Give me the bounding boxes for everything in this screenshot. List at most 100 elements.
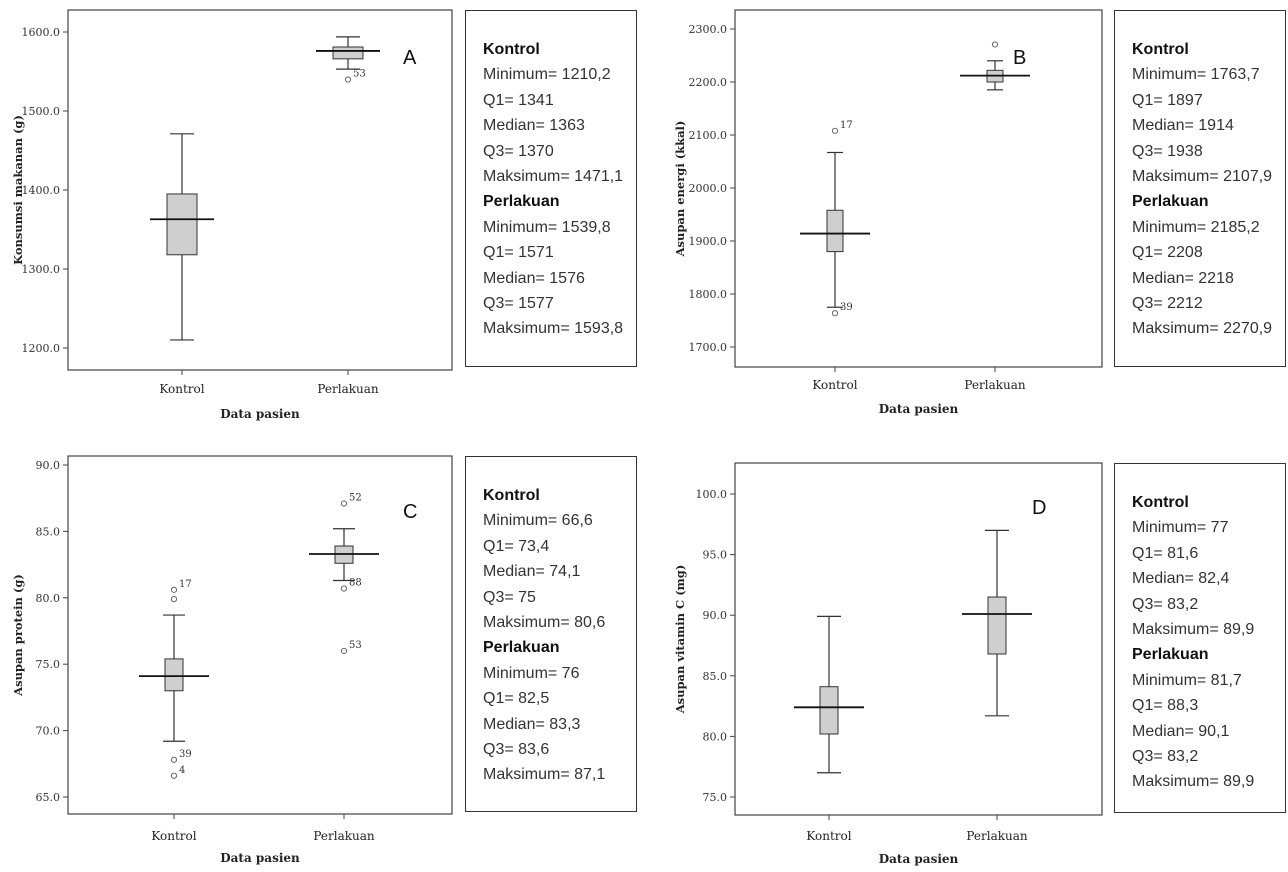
x-category-label: Kontrol bbox=[806, 829, 851, 843]
stats-line: Minimum= 81,7 bbox=[1132, 671, 1242, 689]
stats-line: Minimum= 2185,2 bbox=[1132, 218, 1260, 236]
y-tick-label: 1900.0 bbox=[689, 235, 728, 248]
stats-line: Maksimum= 87,1 bbox=[483, 766, 606, 784]
x-category-label: Perlakuan bbox=[313, 829, 375, 843]
outlier-point bbox=[340, 585, 348, 592]
stats-line: Maksimum= 89,9 bbox=[1132, 621, 1255, 639]
y-tick-label: 90.0 bbox=[703, 609, 728, 622]
y-tick-label: 70.0 bbox=[36, 725, 61, 738]
outlier-point bbox=[991, 41, 999, 48]
x-category-label: Kontrol bbox=[812, 378, 857, 392]
outlier-label: 52 bbox=[349, 493, 362, 504]
stats-line: Maksimum= 1471,1 bbox=[483, 168, 624, 186]
outlier-label: 88 bbox=[349, 578, 362, 589]
panel-letter: A bbox=[403, 47, 417, 69]
stats-box-d: Kontrol Minimum= 77 Q1= 81,6 Median= 82,4 Q3… bbox=[1114, 463, 1286, 813]
stats-line: Q1= 1341 bbox=[483, 91, 554, 109]
outlier-point bbox=[340, 647, 348, 655]
x-category-label: Perlakuan bbox=[966, 829, 1028, 843]
stats-line: Q1= 2208 bbox=[1132, 244, 1203, 262]
stats-line: Q1= 73,4 bbox=[483, 537, 550, 555]
stats-line: Q3= 83,2 bbox=[1132, 748, 1199, 766]
stats-group-title: Kontrol bbox=[483, 487, 540, 504]
outlier-label: 17 bbox=[840, 120, 853, 131]
outlier-point bbox=[831, 310, 839, 317]
stats-line: Q1= 88,3 bbox=[1132, 697, 1199, 715]
y-axis-label: Asupan protein (g) bbox=[11, 574, 25, 697]
y-tick-label: 100.0 bbox=[696, 488, 728, 501]
y-tick-label: 80.0 bbox=[36, 592, 61, 605]
y-axis-label: Asupan vitamin C (mg) bbox=[673, 565, 687, 715]
y-tick-label: 65.0 bbox=[36, 791, 61, 804]
outlier-point bbox=[170, 756, 178, 763]
stats-line: Minimum= 66,6 bbox=[483, 512, 593, 530]
y-tick-label: 1400.0 bbox=[22, 184, 61, 197]
plot-frame bbox=[734, 462, 1103, 816]
stats-group-title: Perlakuan bbox=[1132, 193, 1209, 211]
stats-box-c: Kontrol Minimum= 66,6 Q1= 73,4 Median= 74,1… bbox=[465, 456, 637, 812]
outlier-point bbox=[344, 76, 352, 83]
panel-letter: B bbox=[1013, 47, 1026, 69]
y-tick-label: 80.0 bbox=[703, 730, 728, 743]
stats-line: Q3= 2212 bbox=[1132, 295, 1203, 313]
stats-line: Median= 1914 bbox=[1132, 117, 1234, 135]
stats-group-title: Perlakuan bbox=[1132, 646, 1209, 664]
stats-line: Median= 90,1 bbox=[1132, 722, 1230, 740]
stats-box-a: Kontrol Minimum= 1210,2 Q1= 1341 Median= 13… bbox=[465, 10, 637, 367]
outlier-point bbox=[170, 586, 178, 593]
y-tick-label: 75.0 bbox=[36, 658, 61, 671]
panel-letter: C bbox=[403, 501, 417, 523]
stats-group-title: Perlakuan bbox=[483, 639, 560, 657]
stats-line: Maksimum= 2107,9 bbox=[1132, 168, 1273, 186]
outlier-label: 39 bbox=[840, 302, 853, 313]
y-axis-label: Konsumsi makanan (g) bbox=[11, 115, 25, 265]
y-tick-label: 1300.0 bbox=[22, 263, 61, 276]
x-category-label: Kontrol bbox=[151, 829, 196, 843]
stats-line: Q1= 1897 bbox=[1132, 91, 1203, 109]
stats-line: Median= 83,3 bbox=[483, 715, 581, 733]
x-category-label: Perlakuan bbox=[317, 382, 379, 396]
stats-line: Q3= 1370 bbox=[483, 142, 554, 160]
y-tick-label: 95.0 bbox=[703, 549, 728, 562]
stats-group-title: Perlakuan bbox=[483, 193, 560, 211]
stats-line: Q3= 75 bbox=[483, 588, 536, 606]
y-tick-label: 2200.0 bbox=[689, 76, 728, 89]
stats-line: Q1= 82,5 bbox=[483, 690, 550, 708]
stats-line: Minimum= 76 bbox=[483, 664, 580, 682]
stats-line: Minimum= 1763,7 bbox=[1132, 66, 1260, 84]
stats-line: Maksimum= 2270,9 bbox=[1132, 320, 1273, 338]
outlier-label: 53 bbox=[349, 640, 362, 651]
y-tick-label: 85.0 bbox=[36, 525, 61, 538]
stats-group-title: Kontrol bbox=[483, 41, 540, 58]
stats-line: Median= 1576 bbox=[483, 269, 585, 287]
x-axis-label: Data pasien bbox=[220, 407, 300, 421]
y-tick-label: 1500.0 bbox=[22, 105, 61, 118]
x-category-label: Kontrol bbox=[159, 382, 204, 396]
stats-line: Q1= 1571 bbox=[483, 244, 554, 262]
plot-frame bbox=[67, 455, 453, 815]
stats-line: Q1= 81,6 bbox=[1132, 544, 1199, 562]
box-iqr bbox=[166, 193, 198, 256]
y-axis-label: Asupan energi (kkal) bbox=[673, 121, 687, 258]
stats-line: Minimum= 77 bbox=[1132, 519, 1229, 537]
box-iqr bbox=[332, 46, 364, 60]
y-tick-label: 1800.0 bbox=[689, 288, 728, 301]
stats-group-title: Kontrol bbox=[1132, 494, 1189, 511]
outlier-point bbox=[170, 772, 178, 779]
stats-line: Minimum= 1210,2 bbox=[483, 66, 611, 84]
x-axis-label: Data pasien bbox=[879, 852, 959, 866]
stats-line: Minimum= 1539,8 bbox=[483, 218, 611, 236]
y-tick-label: 2000.0 bbox=[689, 182, 728, 195]
stats-line: Q3= 1938 bbox=[1132, 142, 1203, 160]
stats-line: Maksimum= 1593,8 bbox=[483, 320, 624, 338]
stats-line: Median= 1363 bbox=[483, 117, 585, 135]
x-category-label: Perlakuan bbox=[964, 378, 1026, 392]
stats-line: Maksimum= 80,6 bbox=[483, 614, 606, 632]
y-tick-label: 2300.0 bbox=[689, 23, 728, 36]
stats-group-title: Kontrol bbox=[1132, 41, 1189, 58]
stats-line: Q3= 1577 bbox=[483, 295, 554, 313]
stats-line: Median= 2218 bbox=[1132, 269, 1234, 287]
box-iqr bbox=[819, 686, 839, 735]
stats-box-b: Kontrol Minimum= 1763,7 Q1= 1897 Median= 19… bbox=[1114, 10, 1286, 367]
stats-line: Q3= 83,2 bbox=[1132, 595, 1199, 613]
